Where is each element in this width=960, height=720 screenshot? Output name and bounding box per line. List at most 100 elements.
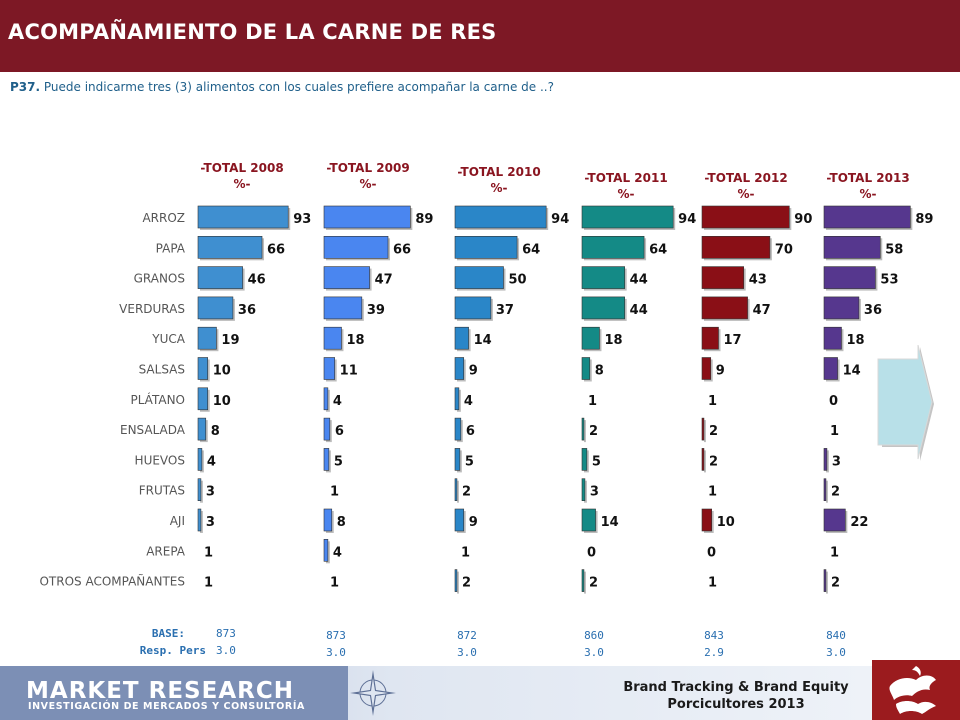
category-label: HUEVOS (135, 453, 185, 467)
data-label: 3 (206, 515, 215, 530)
bar (454, 236, 518, 259)
data-label: 4 (333, 545, 342, 560)
resp-label: Resp. Pers (140, 644, 206, 657)
data-label: 2 (831, 485, 840, 500)
category-label: YUCA (151, 332, 185, 346)
data-label: 43 (749, 273, 767, 288)
bar (454, 448, 461, 471)
bar (823, 508, 846, 532)
resp-value: 2.9 (704, 646, 724, 659)
data-label: 94 (551, 212, 569, 227)
data-label: 39 (367, 303, 385, 318)
series-header: %- (490, 181, 507, 195)
data-label: 14 (601, 515, 619, 530)
bar (701, 266, 745, 289)
question-code: P37. (10, 80, 41, 94)
data-label: 19 (221, 333, 239, 348)
category-label: GRANOS (134, 272, 185, 286)
data-label: 22 (850, 515, 868, 530)
data-label: 14 (474, 333, 492, 348)
bar (701, 205, 790, 229)
bar (701, 296, 748, 320)
data-label: 37 (496, 303, 514, 318)
bar (323, 205, 411, 229)
resp-value: 3.0 (326, 646, 346, 659)
bar (701, 357, 712, 380)
bar (454, 417, 462, 441)
data-label: 3 (206, 485, 215, 500)
series-header: -TOTAL 2010 (457, 165, 540, 179)
series-header: %- (359, 177, 376, 191)
data-label: 1 (708, 576, 717, 591)
data-label: 0 (587, 545, 596, 560)
data-label: 3 (590, 485, 599, 500)
data-label: 94 (678, 212, 696, 227)
bar (823, 357, 838, 380)
base-value: 873 (326, 629, 346, 642)
bar (581, 417, 585, 441)
data-label: 66 (267, 242, 285, 257)
category-label: PLÁTANO (130, 392, 185, 407)
bar (454, 357, 465, 380)
bar (454, 508, 465, 532)
bar (823, 569, 827, 592)
bar-shadow (457, 571, 459, 594)
base-label: BASE: (152, 627, 185, 640)
data-label: 44 (630, 303, 648, 318)
data-label: 5 (465, 454, 474, 469)
bar (197, 508, 202, 532)
brand-line-1: Brand Tracking & Brand Equity (623, 680, 849, 695)
bar (323, 236, 389, 259)
bar (323, 508, 333, 532)
data-label: 6 (466, 424, 475, 439)
data-label: 93 (293, 212, 311, 227)
bar (454, 387, 460, 411)
bar (701, 417, 705, 441)
bar-shadow (584, 571, 586, 594)
brand-line-2: Porcicultores 2013 (667, 697, 805, 712)
bar (701, 508, 712, 532)
category-label: AJI (170, 514, 185, 528)
data-label: 4 (333, 394, 342, 409)
resp-value: 3.0 (216, 644, 236, 657)
bar (197, 417, 207, 441)
bar (323, 417, 331, 441)
data-label: 2 (589, 576, 598, 591)
data-label: 89 (915, 212, 933, 227)
bar (581, 569, 585, 592)
category-label: PAPA (156, 241, 186, 255)
data-label: 1 (708, 485, 717, 500)
data-label: 17 (723, 333, 741, 348)
base-value: 843 (704, 629, 724, 642)
data-label: 70 (775, 242, 793, 257)
bar-shadow (826, 450, 829, 473)
series-header: -TOTAL 2009 (326, 161, 409, 175)
bar (454, 326, 469, 350)
category-label: AREPA (146, 544, 186, 558)
bar-shadow (584, 480, 587, 503)
bar (581, 236, 645, 259)
bar (823, 448, 828, 471)
bar (823, 478, 827, 502)
bar-shadow (457, 480, 459, 503)
data-label: 10 (717, 515, 735, 530)
series-header: -TOTAL 2011 (584, 171, 667, 185)
bar (823, 236, 881, 259)
data-label: 9 (469, 515, 478, 530)
data-label: 1 (204, 576, 213, 591)
pig-logo-icon (889, 666, 936, 714)
bar (197, 387, 208, 411)
bar-shadow (200, 511, 203, 533)
data-label: 47 (375, 273, 393, 288)
bar-shadow (584, 420, 586, 443)
logo-main: MARKET RESEARCH (26, 678, 294, 704)
resp-value: 3.0 (457, 646, 477, 659)
bar (323, 387, 329, 411)
bar-shadow (826, 571, 828, 594)
header-bar (0, 0, 960, 72)
series-header: -TOTAL 2012 (704, 171, 787, 185)
data-label: 9 (469, 364, 478, 379)
bar (197, 205, 289, 229)
data-label: 90 (794, 212, 812, 227)
bar (454, 478, 458, 502)
